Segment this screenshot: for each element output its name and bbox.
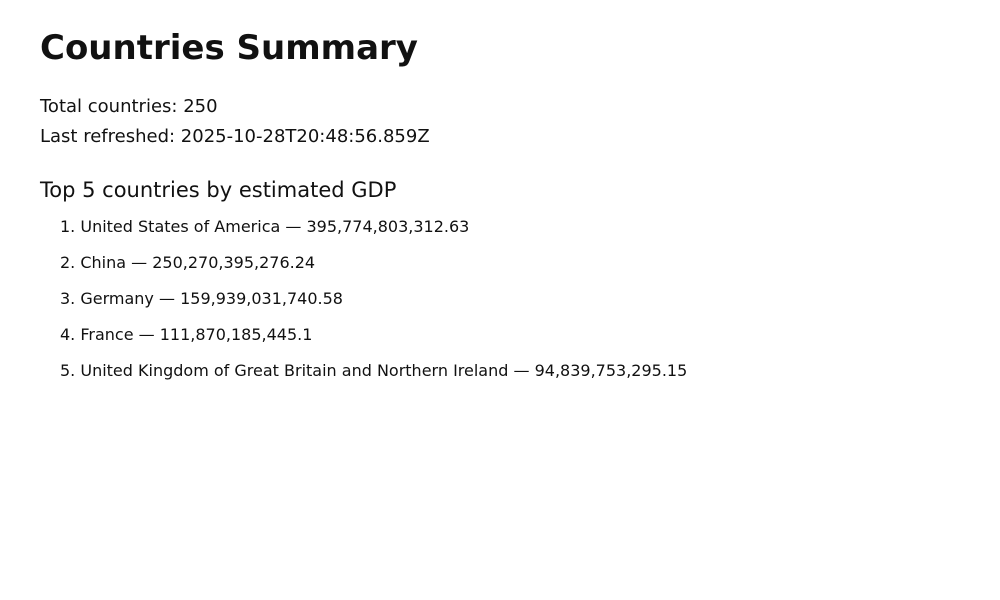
total-countries-value: 250 <box>183 96 218 117</box>
country-name: United States of America <box>80 217 281 236</box>
list-item: 3. Germany — 159,939,031,740.58 <box>60 287 960 311</box>
top-countries-list: 1. United States of America — 395,774,80… <box>40 215 960 383</box>
country-name: France <box>80 325 134 344</box>
list-item: 2. China — 250,270,395,276.24 <box>60 251 960 275</box>
last-refreshed-label: Last refreshed: <box>40 126 176 147</box>
separator: — <box>159 289 175 308</box>
list-item: 5. United Kingdom of Great Britain and N… <box>60 359 960 383</box>
page-container: Countries Summary Total countries: 250 L… <box>40 28 960 383</box>
country-name: China <box>80 253 127 272</box>
gdp-value: 250,270,395,276.24 <box>152 253 316 272</box>
list-item: 4. France — 111,870,185,445.1 <box>60 323 960 347</box>
rank: 1. <box>60 217 76 236</box>
gdp-value: 159,939,031,740.58 <box>180 289 343 308</box>
last-refreshed: Last refreshed: 2025-10-28T20:48:56.859Z <box>40 122 960 152</box>
gdp-value: 111,870,185,445.1 <box>159 325 313 344</box>
last-refreshed-value: 2025-10-28T20:48:56.859Z <box>180 126 430 147</box>
total-countries-label: Total countries: <box>40 96 178 117</box>
separator: — <box>513 361 530 380</box>
page-title: Countries Summary <box>40 28 418 68</box>
rank: 4. <box>60 325 76 344</box>
country-name: Germany <box>80 289 154 308</box>
gdp-value: 94,839,753,295.15 <box>534 361 688 380</box>
separator: — <box>131 253 148 272</box>
rank: 3. <box>60 289 76 308</box>
total-countries: Total countries: 250 <box>40 92 960 122</box>
rank: 5. <box>60 361 76 380</box>
rank: 2. <box>60 253 76 272</box>
list-item: 1. United States of America — 395,774,80… <box>60 215 960 239</box>
gdp-value: 395,774,803,312.63 <box>306 217 470 236</box>
separator: — <box>138 325 155 344</box>
country-name: United Kingdom of Great Britain and Nort… <box>80 361 509 380</box>
separator: — <box>285 217 302 236</box>
top-countries-heading: Top 5 countries by estimated GDP <box>40 178 397 202</box>
